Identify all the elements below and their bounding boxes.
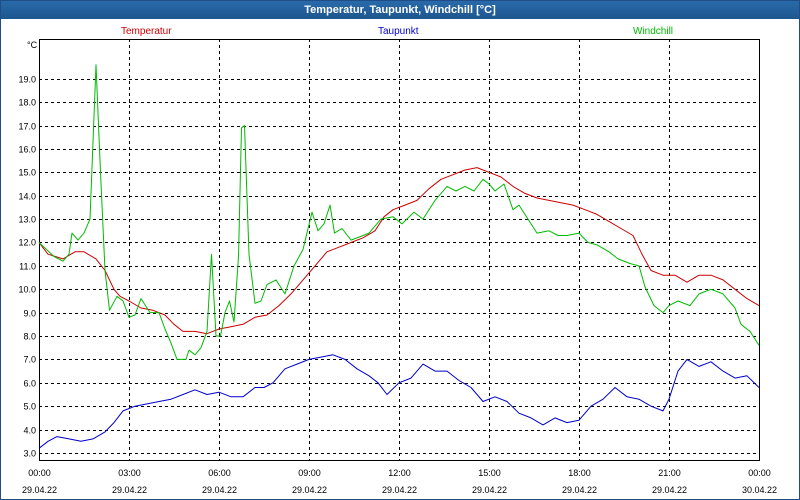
y-tick-label: 9.0 (23, 309, 36, 319)
y-tick-label: 18.0 (18, 98, 36, 108)
y-tick-label: 4.0 (23, 426, 36, 436)
x-tick-date: 29.04.22 (382, 485, 417, 495)
x-tick-time: 21:00 (658, 468, 681, 478)
y-tick-label: 3.0 (23, 449, 36, 459)
x-tick-time: 00:00 (748, 468, 771, 478)
y-tick-label: 15.0 (18, 168, 36, 178)
y-tick-label: 8.0 (23, 332, 36, 342)
x-tick-date: 29.04.22 (22, 485, 57, 495)
y-tick-label: 10.0 (18, 285, 36, 295)
x-tick-time: 15:00 (478, 468, 501, 478)
x-tick-time: 03:00 (118, 468, 141, 478)
x-tick-date: 29.04.22 (292, 485, 327, 495)
x-tick-date: 29.04.22 (112, 485, 147, 495)
y-tick-label: 7.0 (23, 355, 36, 365)
x-tick-time: 09:00 (298, 468, 321, 478)
x-tick-date: 29.04.22 (472, 485, 507, 495)
x-tick-date: 29.04.22 (202, 485, 237, 495)
temperatur-line (38, 167, 760, 335)
x-tick-time: 18:00 (568, 468, 591, 478)
y-tick-label: 17.0 (18, 122, 36, 132)
x-tick-date: 30.04.22 (742, 485, 777, 495)
y-tick-label: 16.0 (18, 145, 36, 155)
y-tick-label: 13.0 (18, 215, 36, 225)
legend-windchill: Windchill (633, 26, 674, 37)
x-tick-time: 00:00 (28, 468, 51, 478)
y-tick-label: 12.0 (18, 238, 36, 248)
plot-area-border (39, 39, 760, 461)
x-tick-date: 29.04.22 (652, 485, 687, 495)
y-tick-label: 19.0 (18, 75, 36, 85)
y-tick-label: 6.0 (23, 379, 36, 389)
y-tick-label: 11.0 (19, 262, 36, 272)
x-tick-time: 12:00 (388, 468, 411, 478)
legend-taupunkt: Taupunkt (378, 26, 419, 37)
windchill-line (38, 64, 760, 360)
y-tick-label: 14.0 (18, 192, 36, 202)
x-tick-time: 06:00 (208, 468, 231, 478)
y-tick-label: 5.0 (23, 402, 36, 412)
window-title: Temperatur, Taupunkt, Windchill [°C] (1, 1, 799, 19)
taupunkt-line (38, 354, 760, 449)
x-tick-date: 29.04.22 (562, 485, 597, 495)
legend-temperatur: Temperatur (121, 26, 172, 37)
y-axis-unit: °C (27, 40, 38, 50)
